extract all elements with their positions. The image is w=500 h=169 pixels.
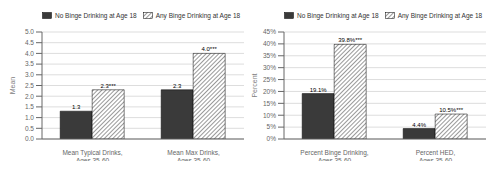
- svg-text:1.0: 1.0: [25, 114, 34, 121]
- svg-text:15%: 15%: [263, 100, 276, 107]
- svg-text:Percent: Percent: [251, 73, 258, 97]
- svg-text:3.0: 3.0: [25, 71, 34, 78]
- svg-text:20%: 20%: [263, 88, 276, 95]
- svg-text:0.5: 0.5: [25, 125, 34, 132]
- svg-text:40%: 40%: [263, 40, 276, 47]
- svg-text:5.0: 5.0: [25, 28, 34, 35]
- svg-text:1.3: 1.3: [72, 104, 81, 110]
- svg-text:2.3: 2.3: [173, 83, 182, 89]
- svg-text:2.0: 2.0: [25, 93, 34, 100]
- svg-text:45%: 45%: [263, 28, 276, 35]
- svg-text:Percent Binge Drinking,Ages 35: Percent Binge Drinking,Ages 35-60: [300, 149, 368, 161]
- svg-text:Mean Max Drinks,Ages 35-60: Mean Max Drinks,Ages 35-60: [167, 149, 220, 161]
- svg-text:4.0***: 4.0***: [202, 46, 218, 52]
- svg-text:Mean: Mean: [9, 77, 16, 95]
- html-text:No Binge Drinking at Age 18: No Binge Drinking at Age 18: [55, 11, 137, 19]
- svg-text:0%: 0%: [267, 135, 277, 142]
- svg-text:19.1%: 19.1%: [310, 87, 328, 93]
- html-text:Any Binge Drinking at Age 18: Any Binge Drinking at Age 18: [155, 11, 241, 19]
- svg-text:25%: 25%: [263, 76, 276, 83]
- svg-text:2.5: 2.5: [25, 82, 34, 89]
- svg-text:2.3***: 2.3***: [101, 83, 117, 89]
- svg-text:0.0: 0.0: [25, 135, 34, 142]
- svg-text:Percent HED,Ages 35-60: Percent HED,Ages 35-60: [416, 149, 456, 161]
- svg-text:4.0: 4.0: [25, 50, 34, 57]
- svg-text:35%: 35%: [263, 52, 276, 59]
- svg-text:1.5: 1.5: [25, 103, 34, 110]
- html-text:No Binge Drinking at Age 18: No Binge Drinking at Age 18: [297, 11, 379, 19]
- svg-text:10.5%***: 10.5%***: [439, 107, 464, 113]
- svg-text:4.5: 4.5: [25, 39, 34, 46]
- svg-text:5%: 5%: [267, 123, 277, 130]
- svg-text:3.5: 3.5: [25, 60, 34, 67]
- svg-text:10%: 10%: [263, 112, 276, 119]
- svg-text:Mean Typical Drinks,Ages 35-60: Mean Typical Drinks,Ages 35-60: [62, 149, 122, 161]
- html-text:Any Binge Drinking at Age 18: Any Binge Drinking at Age 18: [397, 11, 483, 19]
- svg-text:4.4%: 4.4%: [412, 122, 426, 128]
- svg-text:30%: 30%: [263, 64, 276, 71]
- svg-text:39.8%***: 39.8%***: [338, 37, 363, 43]
